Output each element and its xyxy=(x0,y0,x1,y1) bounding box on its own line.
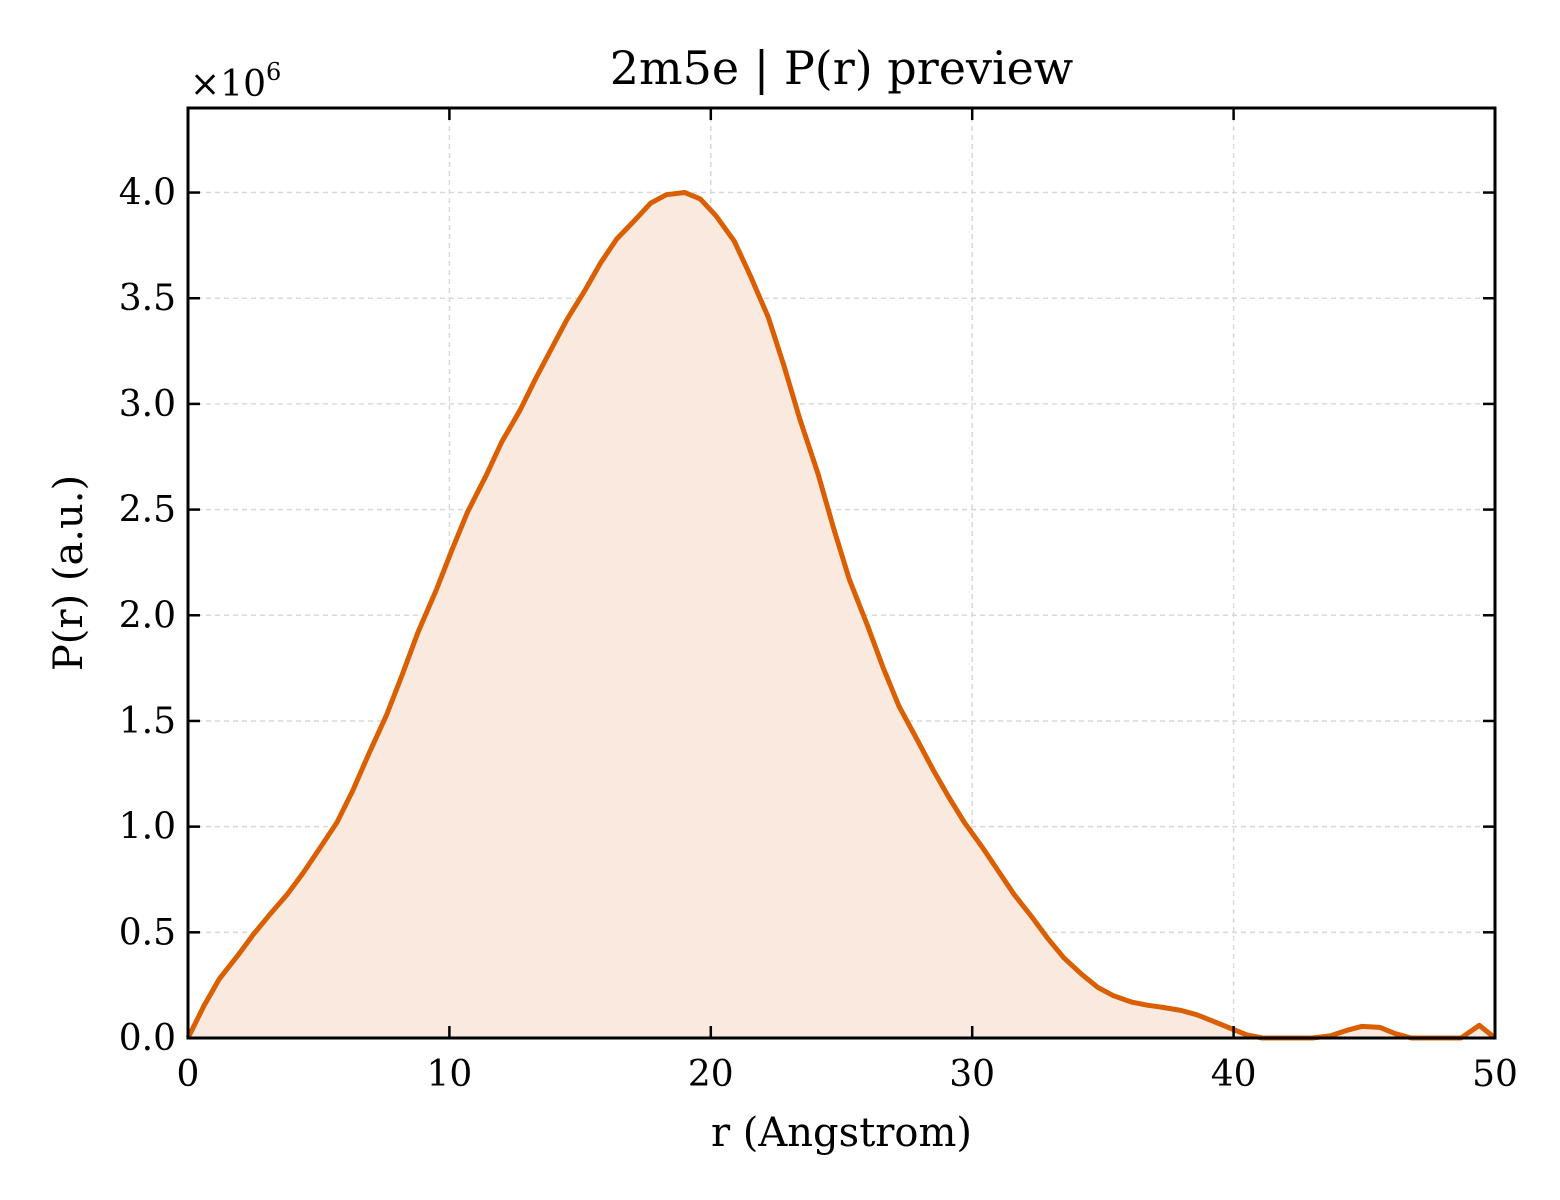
y-tick-label: 3.5 xyxy=(119,278,176,319)
y-tick-label: 3.0 xyxy=(119,384,176,425)
x-axis-ticks: 0 10 20 30 40 50 xyxy=(177,108,1518,1095)
chart-title: 2m5e | P(r) preview xyxy=(610,41,1074,95)
y-tick-label: 0.0 xyxy=(119,1018,176,1059)
axes-frame xyxy=(186,106,1497,1040)
x-tick-label: 10 xyxy=(426,1054,472,1095)
x-tick-label: 30 xyxy=(949,1054,995,1095)
x-tick-label: 50 xyxy=(1472,1054,1518,1095)
y-axis-offset-exponent: 6 xyxy=(266,58,281,86)
x-tick-label: 40 xyxy=(1211,1054,1257,1095)
axes xyxy=(186,106,1497,1040)
y-axis-label: P(r) (a.u.) xyxy=(46,475,92,671)
y-axis-offset-base: ×10 xyxy=(190,64,266,105)
y-axis-ticks: 0.0 0.5 1.0 1.5 2.0 2.5 3.0 3.5 4.0 xyxy=(119,173,1495,1059)
y-tick-label: 2.5 xyxy=(119,490,176,531)
y-tick-label: 2.0 xyxy=(119,595,176,636)
y-axis-offset-label: ×106 xyxy=(190,58,281,105)
x-tick-label: 0 xyxy=(177,1054,200,1095)
x-tick-label: 20 xyxy=(688,1054,734,1095)
x-axis-label: r (Angstrom) xyxy=(711,1110,972,1156)
area-fill xyxy=(188,192,1495,1038)
y-tick-label: 1.0 xyxy=(119,807,176,848)
y-tick-label: 1.5 xyxy=(119,701,176,742)
y-tick-label: 0.5 xyxy=(119,912,176,953)
y-tick-label: 4.0 xyxy=(119,173,176,214)
